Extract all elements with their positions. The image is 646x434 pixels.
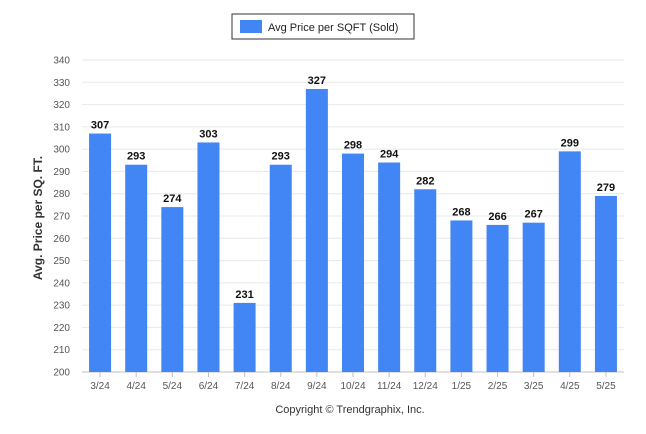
x-tick-label: 11/24 xyxy=(377,381,402,392)
x-tick-label: 4/24 xyxy=(126,381,146,392)
data-label: 299 xyxy=(561,137,579,149)
bars xyxy=(89,88,617,372)
x-tick-label: 3/25 xyxy=(524,381,544,392)
x-tick-label: 8/24 xyxy=(271,381,291,392)
y-tick-label: 300 xyxy=(53,145,70,156)
data-label: 282 xyxy=(416,175,434,187)
y-tick-label: 330 xyxy=(53,78,70,89)
y-axis-title: Avg. Price per SQ. FT. xyxy=(31,156,45,280)
data-label: 266 xyxy=(488,211,506,223)
data-label: 293 xyxy=(272,151,290,163)
data-label: 294 xyxy=(380,149,399,161)
x-axis-ticks: 3/24 4/24 5/24 6/24 7/24 8/24 9/24 10/24 11/24 12… xyxy=(90,372,616,392)
bar xyxy=(161,207,184,372)
y-tick-label: 310 xyxy=(53,122,70,133)
bar xyxy=(89,133,112,372)
bar xyxy=(486,224,509,372)
x-tick-label: 5/24 xyxy=(163,381,183,392)
y-tick-label: 280 xyxy=(53,189,70,200)
x-tick-label: 5/25 xyxy=(596,381,616,392)
data-label: 279 xyxy=(597,182,615,194)
legend-box xyxy=(231,13,415,40)
y-tick-label: 220 xyxy=(53,323,70,334)
bar xyxy=(125,164,148,372)
x-tick-label: 2/25 xyxy=(488,381,508,392)
y-tick-label: 270 xyxy=(53,212,70,223)
bar xyxy=(269,164,292,372)
bar xyxy=(522,222,545,372)
bar xyxy=(342,153,364,372)
y-tick-label: 200 xyxy=(53,368,70,379)
y-tick-label: 240 xyxy=(53,278,70,289)
data-label: 307 xyxy=(91,120,109,132)
bar xyxy=(414,189,437,372)
x-tick-label: 6/24 xyxy=(199,381,219,392)
legend-label: Avg Price per SQFT (Sold) xyxy=(268,22,398,34)
y-tick-label: 340 xyxy=(53,56,70,67)
x-tick-label: 12/24 xyxy=(413,381,438,392)
data-label: 293 xyxy=(127,151,145,163)
x-tick-label: 4/25 xyxy=(560,381,580,392)
y-tick-label: 290 xyxy=(53,167,70,178)
data-label: 268 xyxy=(452,206,470,218)
bar xyxy=(197,142,220,372)
x-tick-label: 10/24 xyxy=(340,381,365,392)
data-label: 327 xyxy=(308,75,326,87)
legend: Avg Price per SQFT (Sold) xyxy=(231,13,415,40)
bar xyxy=(450,220,473,372)
data-label: 274 xyxy=(163,193,182,205)
x-tick-label: 7/24 xyxy=(235,381,255,392)
bar xyxy=(594,195,617,372)
bar xyxy=(305,88,328,372)
y-tick-label: 250 xyxy=(53,256,70,267)
data-label: 298 xyxy=(344,140,362,152)
x-tick-label: 9/24 xyxy=(307,381,327,392)
data-label: 231 xyxy=(235,289,253,301)
data-label: 303 xyxy=(199,128,217,140)
legend-swatch xyxy=(240,20,262,33)
y-axis-ticks: 200 210 220 230 240 250 260 270 280 290 300 310 320 3… xyxy=(53,56,70,379)
data-label: 267 xyxy=(524,209,542,221)
copyright-text: Copyright © Trendgraphix, Inc. xyxy=(275,404,424,416)
y-tick-label: 320 xyxy=(53,100,70,111)
y-tick-label: 260 xyxy=(53,234,70,245)
bar xyxy=(233,302,256,372)
bar xyxy=(378,162,401,372)
x-tick-label: 3/24 xyxy=(90,381,110,392)
x-tick-label: 1/25 xyxy=(452,381,472,392)
y-tick-label: 210 xyxy=(53,345,70,356)
y-tick-label: 230 xyxy=(53,301,70,312)
bar xyxy=(558,151,581,372)
data-labels: 307 293 274 303 231 293 327 298 294 282 268 266 267 2… xyxy=(91,75,615,301)
